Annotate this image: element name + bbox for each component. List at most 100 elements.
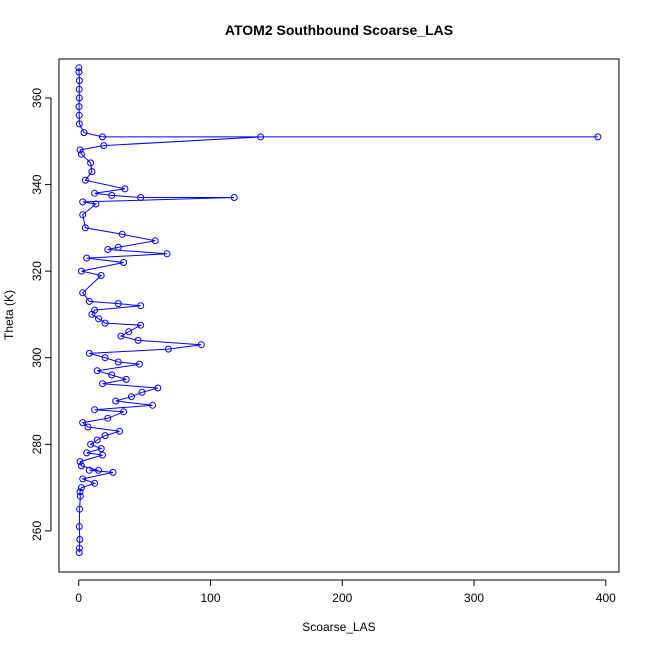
data-point — [76, 505, 84, 513]
data-point — [134, 336, 142, 344]
data-point — [77, 484, 85, 492]
data-point — [99, 451, 106, 459]
data-point — [230, 194, 238, 201]
data-point — [114, 300, 122, 308]
x-tick-label: 200 — [332, 591, 352, 605]
series-group — [75, 64, 602, 556]
data-point — [99, 380, 106, 388]
plot-frame — [58, 58, 620, 573]
x-tick-label: 400 — [596, 591, 616, 605]
data-point — [77, 150, 85, 158]
data-point — [97, 445, 105, 453]
y-tick-label: 320 — [30, 261, 44, 281]
data-point — [93, 367, 101, 375]
data-point — [75, 85, 83, 93]
data-point — [163, 250, 171, 258]
data-point — [75, 120, 83, 128]
data-point — [149, 401, 157, 409]
data-point — [77, 267, 85, 275]
data-point — [76, 536, 84, 543]
data-point — [85, 349, 93, 357]
data-point — [75, 111, 83, 119]
data-point — [99, 133, 106, 141]
data-point — [101, 354, 109, 362]
data-point — [257, 133, 265, 141]
x-tick-label: 0 — [75, 591, 82, 605]
data-point — [85, 297, 93, 305]
data-point — [84, 423, 92, 431]
data-point — [117, 332, 125, 340]
data-point — [79, 289, 87, 297]
data-point — [79, 198, 87, 206]
data-point — [154, 384, 162, 392]
data-point — [93, 436, 101, 444]
data-point — [76, 458, 84, 466]
data-point — [91, 479, 99, 487]
x-axis: 0 100 200 300 400 — [75, 579, 616, 605]
data-point — [75, 544, 83, 552]
data-point — [114, 243, 122, 251]
data-point — [137, 321, 145, 329]
data-point — [137, 302, 145, 310]
data-point — [75, 103, 83, 111]
data-point — [83, 254, 91, 262]
data-point — [77, 462, 85, 470]
data-point — [100, 142, 108, 150]
data-point — [125, 328, 133, 336]
y-tick-label: 260 — [30, 521, 44, 541]
data-point — [137, 194, 145, 201]
data-point — [122, 375, 130, 383]
data-point — [108, 371, 116, 379]
data-point — [75, 523, 83, 530]
data-point — [95, 466, 102, 474]
data-point — [85, 466, 93, 474]
data-point — [91, 189, 99, 197]
data-point — [81, 176, 89, 184]
data-point — [79, 419, 87, 427]
y-axis: 260 280 300 320 340 360 — [30, 88, 52, 541]
y-tick-label: 300 — [30, 347, 44, 367]
y-tick-label: 280 — [30, 434, 44, 454]
data-point — [75, 77, 83, 85]
data-point — [104, 414, 112, 422]
data-point — [87, 440, 95, 448]
data-point — [91, 406, 99, 414]
y-tick-label: 340 — [30, 174, 44, 194]
data-point — [97, 272, 105, 279]
data-point — [120, 259, 128, 266]
data-point — [75, 94, 83, 102]
data-point — [120, 408, 128, 416]
data-point — [135, 360, 143, 368]
data-point — [75, 549, 83, 556]
data-point — [109, 468, 117, 476]
chart-title: ATOM2 Southbound Scoarse_LAS — [225, 22, 453, 38]
data-point — [76, 488, 84, 496]
data-point — [164, 345, 172, 353]
data-point — [104, 246, 112, 253]
data-point — [121, 185, 129, 193]
data-point — [114, 358, 122, 366]
data-point — [75, 68, 83, 76]
y-axis-label: Theta (K) — [2, 290, 16, 340]
data-point — [80, 129, 88, 137]
data-point — [79, 211, 87, 219]
data-point — [81, 224, 89, 232]
data-point — [92, 200, 100, 208]
data-point — [128, 393, 135, 401]
data-point — [101, 319, 109, 327]
data-point — [594, 133, 602, 141]
data-point — [91, 306, 99, 314]
data-point — [118, 230, 126, 238]
data-point — [76, 146, 84, 154]
series-line — [78, 67, 598, 553]
data-point — [197, 341, 205, 349]
data-point — [95, 315, 102, 323]
data-point — [75, 64, 83, 72]
data-point — [151, 237, 159, 245]
y-tick-label: 360 — [30, 88, 44, 108]
x-tick-label: 100 — [201, 591, 221, 605]
data-point — [101, 432, 109, 440]
data-point — [76, 492, 84, 500]
data-point — [83, 449, 91, 457]
